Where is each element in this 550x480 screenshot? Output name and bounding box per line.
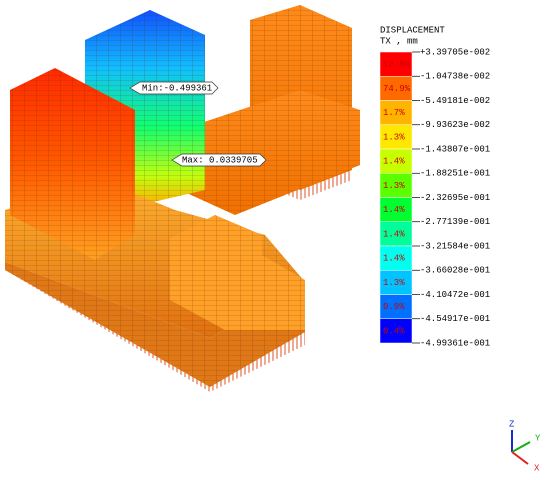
legend-percent: 1.3%: [383, 132, 405, 142]
legend: 12.8% 74.9% 1.7% 1.3% 1.4% 1.3% 1.4% 1.4% 1.4% 1.…: [379, 47, 490, 348]
legend-bound: -9.93623e-002: [420, 120, 490, 130]
x-axis: [511, 451, 529, 465]
grid-lines: [180, 90, 360, 215]
legend-band: [379, 318, 413, 344]
grid-lines: [170, 215, 305, 330]
legend-unit: TX , mm: [380, 36, 418, 46]
legend-percent: 1.3%: [383, 181, 405, 191]
legend-bound: -4.54917e-001: [420, 314, 490, 324]
legend-bound: -5.49181e-002: [420, 96, 490, 106]
min-label: Min:-0.499361: [129, 81, 219, 95]
y-label: Y: [535, 433, 541, 443]
min-text: Min:-0.499361: [142, 83, 212, 93]
legend-percent: 1.3%: [383, 278, 405, 288]
legend-bound: -1.88251e-001: [420, 169, 490, 179]
max-text: Max: 0.0339705: [182, 155, 258, 165]
legend-percent: 12.8%: [383, 60, 411, 70]
legend-bound: +3.39705e-002: [420, 47, 490, 57]
legend-band: [379, 294, 413, 319]
legend-bound: -1.04738e-002: [420, 72, 490, 82]
legend-percent: 1.7%: [383, 108, 405, 118]
label-box: [129, 81, 219, 95]
legend-band: [379, 270, 413, 295]
grid-lines: [10, 68, 135, 260]
legend-bound: -2.32695e-001: [420, 193, 490, 203]
legend-percent: 1.4%: [383, 254, 405, 264]
legend-title: DISPLACEMENT: [380, 25, 445, 35]
legend-percent: 1.4%: [383, 157, 405, 167]
legend-percent: 1.4%: [383, 205, 405, 215]
legend-bound: -1.43807e-001: [420, 144, 490, 154]
axis-triad: Z Y X: [509, 419, 541, 473]
x-label: X: [534, 463, 540, 473]
legend-band: [379, 76, 413, 101]
legend-bound: -3.21584e-001: [420, 241, 490, 251]
legend-bound: -4.99361e-001: [420, 338, 490, 348]
label-box: [171, 153, 267, 167]
z-label: Z: [509, 419, 515, 429]
legend-bound: -2.77139e-001: [420, 217, 490, 227]
model: [5, 5, 360, 392]
legend-band: [379, 245, 413, 271]
legend-band: [379, 51, 413, 77]
legend-percent: 0.4%: [383, 326, 405, 336]
legend-bound: -4.10472e-001: [420, 290, 490, 300]
legend-percent: 0.9%: [383, 302, 405, 312]
max-label: Max: 0.0339705: [171, 153, 267, 167]
legend-percent: 1.4%: [383, 229, 405, 239]
y-axis: [511, 441, 531, 453]
legend-band: [379, 197, 413, 222]
legend-band: [379, 221, 413, 247]
legend-bound: -3.66028e-001: [420, 266, 490, 276]
legend-band: [379, 173, 413, 198]
legend-percent: 74.9%: [383, 84, 411, 94]
